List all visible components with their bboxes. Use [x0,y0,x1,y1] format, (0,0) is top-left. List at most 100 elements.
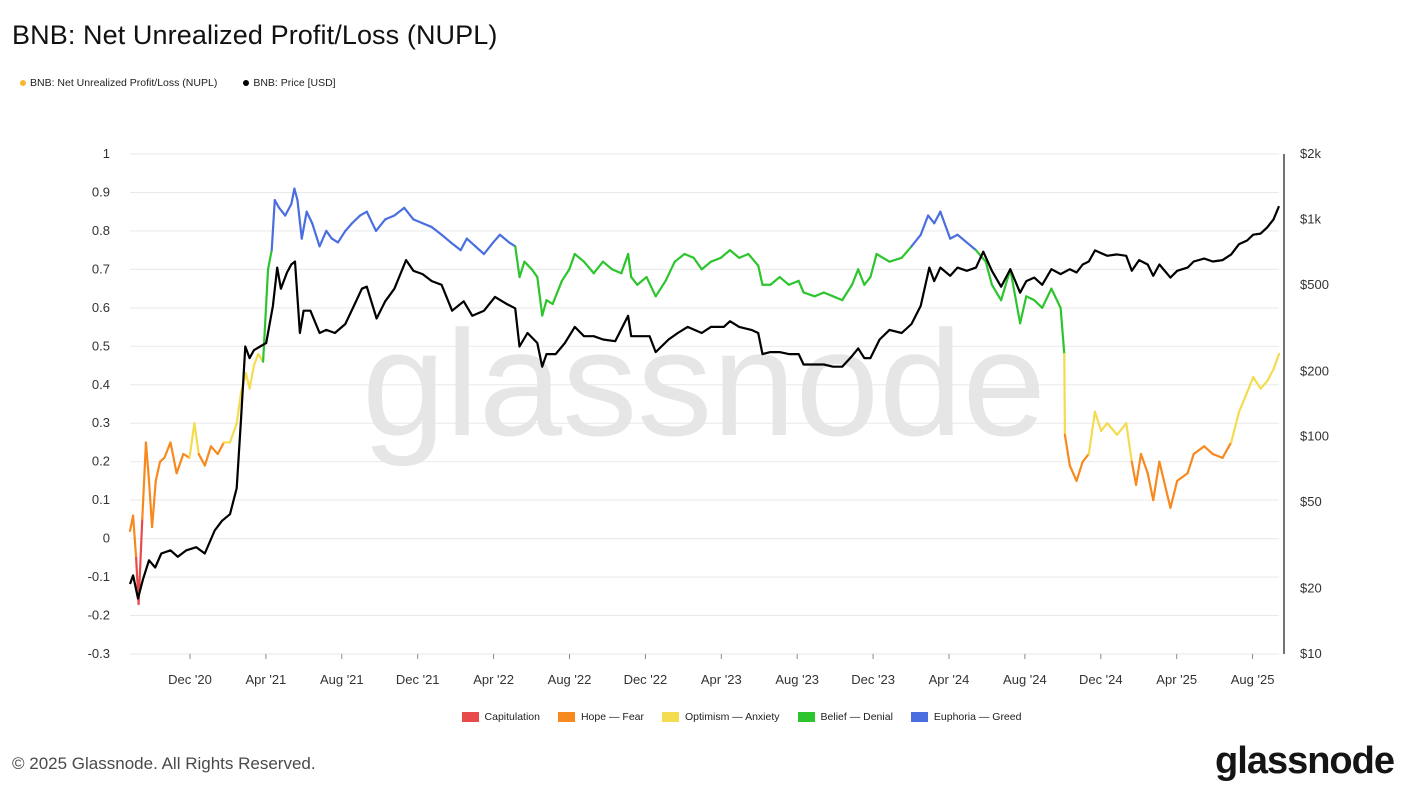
legend-dot-price [243,80,250,86]
x-tick-label: Aug '24 [1003,672,1047,687]
x-tick-label: Aug '21 [320,672,364,687]
x-axis: Dec '20 Apr '21 Aug '21 Dec '21 Apr '22 Aug '… [168,654,1274,687]
nupl-segment [449,241,462,252]
nupl-segment [1169,479,1179,509]
nupl-segment [700,260,713,271]
chart-title: BNB: Net Unrealized Profit/Loss (NUPL) [12,20,498,50]
left-tick-label: 0.6 [92,300,110,315]
nupl-segment [1130,460,1138,486]
nupl-segment [541,299,548,317]
x-tick-label: Aug '25 [1231,672,1275,687]
nupl-segment [673,252,686,263]
nupl-segment [1259,379,1269,390]
swatch-optimism-anxiety [662,712,679,722]
nupl-segment [188,422,196,459]
nupl-segment [154,460,162,483]
nupl-segment [325,229,333,240]
copyright-footer: © 2025 Glassnode. All Rights Reserved. [12,754,316,773]
left-tick-label: 0.9 [92,184,110,199]
nupl-segment [545,299,554,306]
nupl-segment [956,233,968,244]
x-tick-label: Dec '20 [168,672,212,687]
nupl-segment [1115,422,1128,436]
nupl-segment [1059,306,1066,356]
nupl-segment [1009,268,1022,325]
nupl-segment [831,295,844,302]
x-tick-label: Apr '23 [701,672,742,687]
zone-legend: Capitulation Hope — Fear Optimism — Anxi… [0,711,1408,723]
nupl-segment [1186,452,1195,475]
right-tick-label: $10 [1300,646,1322,661]
x-tick-label: Aug '22 [548,672,592,687]
nupl-segment [248,364,256,390]
nupl-segment [403,206,415,221]
nupl-segment [1146,472,1155,502]
nupl-segment [235,391,243,425]
legend-dot-nupl [20,80,26,86]
nupl-segment [683,252,695,259]
zone-legend-optimism-anxiety[interactable]: Optimism — Anxiety [662,711,780,723]
zone-label-belief-denial: Belief — Denial [820,711,893,723]
nupl-segment [747,252,760,267]
legend-item-price[interactable]: BNB: Price [USD] [243,77,336,89]
nupl-segment [459,237,468,252]
nupl-segment [627,252,633,279]
left-tick-label: 0 [103,531,110,546]
nupl-segment [318,229,328,248]
nupl-segment [1125,422,1133,463]
nupl-segment [1203,445,1214,456]
nupl-segment [965,241,978,252]
nupl-segment [1081,452,1090,463]
zone-legend-euphoria-greed[interactable]: Euphoria — Greed [910,711,1021,723]
nupl-segment [857,268,866,286]
left-tick-label: 0.4 [92,377,110,392]
right-tick-label: $2k [1300,146,1321,161]
nupl-segment [813,291,825,298]
x-tick-label: Dec '22 [624,672,668,687]
right-tick-label: $50 [1300,494,1322,509]
zone-legend-capitulation[interactable]: Capitulation [461,711,540,723]
nupl-segment [296,199,303,240]
nupl-segment [311,222,321,248]
nupl-segment [863,275,872,286]
zone-legend-belief-denial[interactable]: Belief — Denial [797,711,893,723]
nupl-segment [1000,268,1012,302]
swatch-hope-fear [557,712,575,722]
nupl-segment [508,241,517,248]
nupl-segment [601,260,614,271]
nupl-segment [738,252,750,259]
left-tick-label: 0.5 [92,338,110,353]
nupl-segment [939,210,952,240]
nupl-segment [850,268,860,286]
nupl-segment [1063,352,1067,436]
nupl-segment [384,214,396,221]
nupl-segment [536,275,544,317]
nupl-segment [1152,460,1161,502]
nupl-segment [305,210,314,225]
nupl-segment [290,187,296,206]
nupl-segment [1134,452,1143,486]
nupl-segment [769,275,781,286]
left-tick-label: 0.1 [92,492,110,507]
legend-item-nupl[interactable]: BNB: Net Unrealized Profit/Loss (NUPL) [20,77,217,89]
x-tick-label: Apr '25 [1156,672,1197,687]
nupl-segment [1093,410,1103,433]
nupl-segment [1238,391,1249,413]
nupl-segment [728,249,741,259]
x-tick-label: Apr '21 [246,672,287,687]
nupl-segment [197,452,206,467]
left-tick-label: 0.3 [92,415,110,430]
nupl-segment [1063,433,1071,467]
nupl-segment [875,252,891,263]
nupl-segment [1019,295,1028,325]
nupl-segment [933,210,942,225]
nupl-segment [1075,460,1084,483]
nupl-segment [1272,352,1281,371]
nupl-segment [645,275,657,298]
zone-legend-hope-fear[interactable]: Hope — Fear [557,711,644,723]
nupl-segment [822,291,835,298]
nupl-segment [175,452,185,475]
x-tick-label: Dec '21 [396,672,440,687]
nupl-segment [719,249,732,259]
